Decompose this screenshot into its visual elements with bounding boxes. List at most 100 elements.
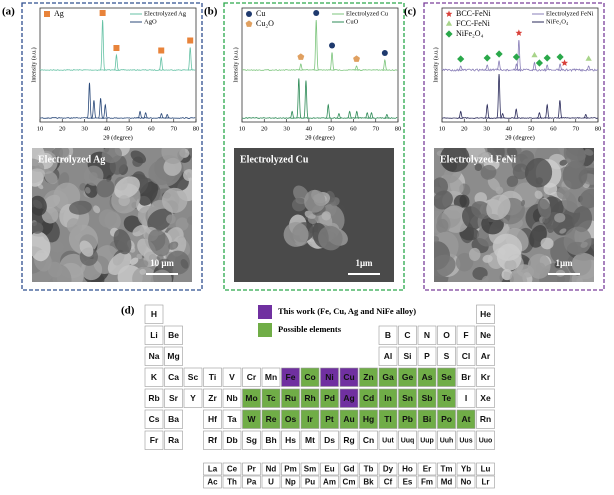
scale-bar-label: 1μm bbox=[555, 258, 573, 268]
sem-grain bbox=[291, 197, 307, 212]
element-cell bbox=[242, 367, 261, 387]
sem-grain bbox=[166, 214, 176, 224]
sem-grain bbox=[318, 225, 343, 251]
element-cell bbox=[456, 325, 476, 345]
sem-grain bbox=[66, 218, 82, 234]
y-axis-label: Intensity (a.u.) bbox=[232, 47, 239, 82]
element-symbol: Cd bbox=[363, 393, 374, 403]
element-cell bbox=[378, 462, 398, 476]
element-cell bbox=[300, 367, 320, 387]
peak-marker bbox=[99, 10, 106, 16]
xrd-peak bbox=[97, 98, 104, 119]
sem-grain bbox=[434, 210, 451, 237]
element-cell bbox=[164, 409, 183, 429]
x-tick-label: 40 bbox=[306, 125, 313, 132]
element-symbol: Zr bbox=[208, 393, 217, 403]
sem-grain bbox=[147, 208, 173, 232]
element-cell bbox=[476, 367, 495, 387]
xrd-peak bbox=[158, 113, 165, 119]
element-cell bbox=[242, 430, 261, 450]
element-cell bbox=[359, 388, 378, 408]
xrd-peak bbox=[499, 113, 506, 119]
sem-grain bbox=[44, 171, 58, 185]
sem-grain bbox=[84, 182, 98, 198]
peak-marker bbox=[543, 54, 551, 62]
element-symbol: Pu bbox=[305, 478, 315, 487]
element-symbol: Sr bbox=[169, 393, 179, 403]
legend-swatch bbox=[258, 305, 272, 319]
xrd-peak bbox=[354, 110, 360, 119]
sem-grain bbox=[563, 148, 586, 169]
sem-image bbox=[234, 148, 394, 282]
element-cell bbox=[476, 304, 495, 324]
element-symbol: Pm bbox=[284, 465, 296, 474]
element-cell bbox=[417, 346, 437, 366]
sem-grain bbox=[32, 231, 51, 262]
y-axis-label: Intensity (a.u.) bbox=[30, 47, 37, 82]
element-cell bbox=[378, 367, 398, 387]
element-symbol: Bh bbox=[265, 435, 276, 445]
element-symbol: Xe bbox=[480, 393, 491, 403]
legend-label: BCC-FeNi bbox=[456, 9, 491, 18]
element-symbol: Fe bbox=[286, 372, 296, 382]
sem-grain bbox=[434, 190, 453, 210]
sem-grain bbox=[107, 251, 132, 275]
element-cell bbox=[203, 430, 222, 450]
element-cell bbox=[437, 430, 456, 450]
xrd-peak bbox=[516, 39, 522, 71]
sem-grain bbox=[140, 260, 149, 268]
sem-image bbox=[32, 148, 192, 282]
element-symbol: Be bbox=[168, 330, 179, 340]
legend-label: Cu bbox=[256, 9, 265, 18]
legend-label: Ag bbox=[54, 9, 64, 18]
element-symbol: Md bbox=[441, 478, 453, 487]
element-symbol: Mn bbox=[265, 372, 277, 382]
sem-grain bbox=[41, 206, 59, 224]
element-cell bbox=[300, 475, 320, 489]
element-symbol: Sc bbox=[188, 372, 199, 382]
element-symbol: Ba bbox=[168, 414, 179, 424]
xrd-peak bbox=[313, 19, 319, 71]
peak-marker bbox=[561, 59, 568, 66]
element-cell bbox=[261, 388, 281, 408]
element-symbol: Mo bbox=[245, 393, 257, 403]
element-symbol: Y bbox=[190, 393, 196, 403]
sem-grain bbox=[32, 158, 45, 172]
element-symbol: Mg bbox=[167, 351, 179, 361]
panel-frame bbox=[21, 2, 203, 291]
x-tick-label: 30 bbox=[81, 125, 88, 132]
element-symbol: He bbox=[480, 309, 491, 319]
sem-grain bbox=[480, 164, 497, 180]
legend-label: Electrolyzed Ag bbox=[144, 10, 187, 17]
element-cell bbox=[203, 367, 222, 387]
element-cell bbox=[261, 475, 281, 489]
element-cell bbox=[456, 388, 476, 408]
element-symbol: Bi bbox=[423, 414, 432, 424]
x-tick-label: 60 bbox=[550, 125, 557, 132]
xrd-baseline bbox=[241, 117, 398, 119]
panel-label: (c) bbox=[404, 6, 417, 18]
element-symbol: Co bbox=[304, 372, 315, 382]
plot-frame bbox=[241, 7, 399, 123]
element-symbol: Uuq bbox=[401, 438, 415, 445]
element-cell bbox=[300, 462, 320, 476]
element-symbol: Er bbox=[423, 465, 431, 474]
peak-marker bbox=[457, 55, 465, 63]
element-symbol: Rb bbox=[148, 393, 159, 403]
peak-marker bbox=[556, 53, 564, 61]
sem-grain bbox=[114, 176, 140, 199]
element-cell bbox=[398, 388, 417, 408]
element-symbol: In bbox=[384, 393, 392, 403]
sem-grain bbox=[136, 253, 143, 260]
xrd-peak bbox=[303, 80, 309, 119]
peak-marker bbox=[585, 55, 592, 61]
sem-grain bbox=[440, 148, 470, 173]
xrd-peak bbox=[585, 65, 592, 71]
element-cell bbox=[183, 388, 203, 408]
element-cell bbox=[398, 430, 417, 450]
xrd-baseline bbox=[441, 68, 599, 73]
element-cell bbox=[398, 475, 417, 489]
peak-marker bbox=[483, 54, 491, 62]
element-cell bbox=[398, 325, 417, 345]
sem-grain bbox=[59, 148, 70, 158]
